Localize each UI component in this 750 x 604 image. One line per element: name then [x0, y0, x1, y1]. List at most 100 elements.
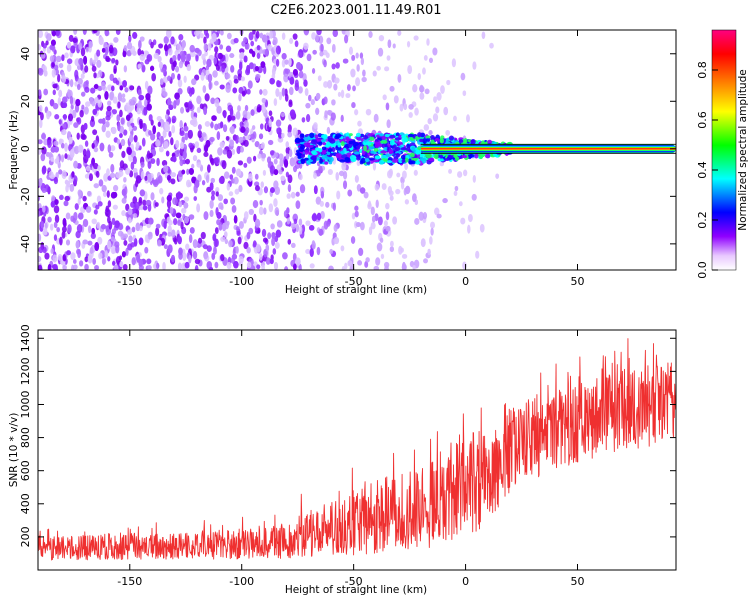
spectrogram-noise-cell	[281, 132, 285, 139]
spectrogram-carrier-cell	[409, 152, 415, 158]
spectrogram-noise-cell	[350, 236, 356, 244]
spectrogram-noise-cell	[392, 43, 396, 49]
spectrogram-noise-cell	[94, 96, 99, 104]
spectrogram-noise-cell	[345, 93, 351, 99]
spectrogram-noise-cell	[89, 57, 93, 66]
spectrogram-noise-cell	[313, 122, 318, 130]
spectrogram-noise-cell	[43, 227, 48, 236]
spectrogram-noise-cell	[116, 138, 121, 145]
spectrogram-carrier-cell	[407, 133, 414, 138]
spectrogram-noise-cell	[250, 109, 255, 116]
spectrogram-noise-cell	[98, 252, 103, 260]
spectrogram-noise-cell	[125, 247, 129, 257]
spectrogram-noise-cell	[320, 211, 325, 220]
spectrogram-noise-cell	[197, 174, 202, 183]
spectrogram-noise-cell	[235, 246, 239, 254]
spectrogram-noise-cell	[174, 92, 180, 100]
spectrogram-noise-cell	[256, 45, 261, 51]
spectrogram-noise-cell	[275, 88, 280, 97]
spectrogram-noise-cell	[295, 200, 301, 210]
spectrogram-noise-cell	[119, 160, 125, 169]
spectrogram-carrier-cell	[484, 153, 491, 159]
spectrogram-carrier-cell	[335, 133, 342, 139]
spectrogram-noise-cell	[76, 132, 80, 140]
spectrogram-noise-cell	[303, 79, 308, 87]
spectrogram-noise-cell	[207, 43, 212, 51]
spectrogram-noise-cell	[205, 174, 210, 183]
spectrogram-noise-cell	[355, 52, 359, 59]
spectrogram-noise-cell	[220, 254, 225, 262]
spectrogram-noise-cell	[63, 200, 69, 207]
spectrogram-noise-cell	[56, 55, 62, 63]
spectrogram-noise-cell	[130, 99, 136, 106]
spectrogram-noise-cell	[162, 129, 167, 138]
spectrogram-noise-cell	[143, 50, 149, 57]
spectrogram-noise-cell	[93, 146, 99, 153]
spectrogram-noise-cell	[269, 77, 275, 85]
spectrogram-noise-cell	[94, 265, 100, 270]
spectrogram-carrier-cell	[419, 138, 424, 143]
spectrogram-noise-cell	[209, 154, 213, 162]
spectrogram-noise-cell	[323, 81, 329, 88]
spectrogram-noise-cell	[104, 91, 109, 100]
spectrogram-noise-cell	[364, 260, 369, 268]
spectrogram-noise-cell	[260, 181, 264, 188]
spectrogram-noise-cell	[217, 194, 224, 202]
spectrogram-noise-cell	[377, 216, 383, 226]
spectrogram-noise-cell	[481, 31, 486, 39]
spectrogram-noise-cell	[287, 238, 292, 245]
spectrogram-noise-cell	[290, 191, 296, 199]
spectrogram-noise-cell	[323, 96, 328, 105]
spectrogram-noise-cell	[97, 165, 101, 171]
spectrogram-noise-cell	[217, 147, 223, 156]
spectrogram-carrier-cell	[381, 135, 387, 141]
spectrogram-noise-cell	[273, 169, 279, 176]
spectrogram-noise-cell	[49, 223, 54, 231]
spectrogram-noise-cell	[203, 106, 208, 115]
spectrogram-noise-cell	[111, 85, 115, 92]
spectrogram-carrier-cell	[374, 155, 381, 160]
spectrogram-noise-cell	[169, 206, 174, 215]
spectrogram-noise-cell	[440, 85, 445, 94]
spectrogram-noise-cell	[61, 230, 66, 239]
spectrogram-noise-cell	[292, 127, 298, 137]
spectrogram-noise-cell	[101, 185, 107, 193]
spectrogram-carrier-cell	[297, 155, 302, 159]
spectrogram-noise-cell	[281, 87, 286, 97]
spectrogram-noise-cell	[127, 243, 133, 251]
spectrogram-noise-cell	[254, 65, 260, 72]
spectrogram-carrier-cell	[318, 141, 323, 146]
spectrogram-noise-cell	[224, 231, 228, 238]
spectrogram-noise-cell	[259, 123, 264, 130]
spectrogram-noise-cell	[217, 52, 223, 60]
spectrogram-noise-cell	[289, 86, 294, 96]
spectrogram-noise-cell	[458, 201, 463, 207]
spectrogram-noise-cell	[97, 85, 103, 92]
spectrogram-noise-cell	[38, 255, 42, 263]
spectrogram-carrier-cell	[309, 132, 315, 139]
spectrogram-noise-cell	[413, 169, 418, 176]
spectrogram-noise-cell	[144, 175, 148, 181]
spectrogram-carrier-cell	[324, 142, 331, 148]
spectrogram-noise-cell	[54, 214, 60, 224]
spectrogram-noise-cell	[175, 139, 180, 149]
spectrogram-noise-cell	[216, 211, 222, 219]
spectrogram-noise-cell	[110, 244, 117, 255]
spectrogram-noise-cell	[261, 105, 266, 114]
spectrogram-noise-cell	[150, 65, 155, 72]
spectrogram-carrier-cell	[348, 140, 354, 145]
spectrogram-noise-cell	[370, 206, 375, 216]
spectrogram-noise-cell	[66, 58, 73, 65]
spectrogram-noise-cell	[226, 183, 231, 191]
spectrogram-noise-cell	[426, 38, 430, 46]
spectrogram-noise-cell	[213, 80, 219, 86]
spectrogram-noise-cell	[223, 198, 228, 205]
spectrogram-noise-cell	[61, 170, 67, 180]
spectrogram-noise-cell	[320, 43, 324, 53]
spectrogram-noise-cell	[385, 202, 390, 210]
spectrogram-noise-cell	[432, 113, 439, 122]
spectrogram-noise-cell	[306, 53, 312, 62]
spectrogram-noise-cell	[87, 240, 93, 246]
spectrogram-noise-cell	[110, 145, 116, 152]
spectrogram-noise-cell	[111, 217, 116, 226]
